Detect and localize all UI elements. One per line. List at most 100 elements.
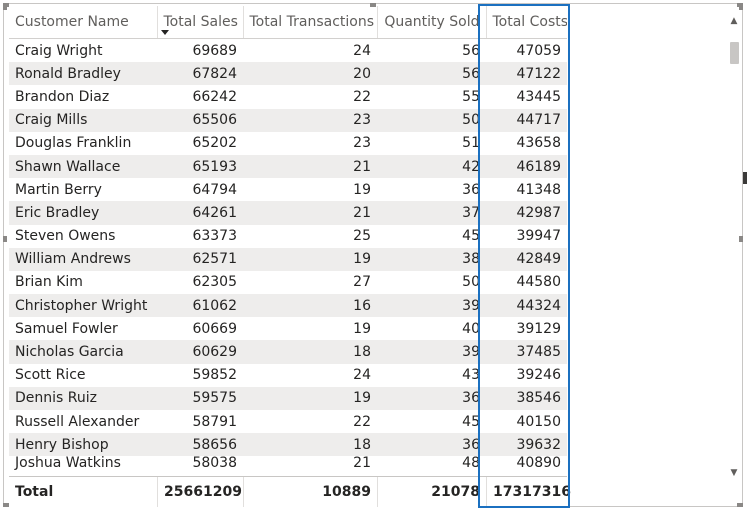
cell-customer-name: Martin Berry (15, 181, 102, 198)
cell-total-sales: 62305 (192, 274, 237, 291)
header-customer-name[interactable]: Customer Name (9, 6, 157, 39)
cell-total-sales: 62571 (157, 247, 243, 271)
cell-customer-name: Shawn Wallace (9, 154, 157, 179)
cell-quantity-sold: 56 (377, 62, 486, 86)
table-row[interactable]: Henry Bishop 58656 18 36 39632 (9, 433, 567, 457)
cell-total-sales: 59575 (157, 386, 243, 410)
cell-total-costs: 43445 (516, 88, 561, 105)
cell-total-costs: 43658 (516, 135, 561, 152)
resize-handle-bottom-left[interactable] (3, 503, 9, 507)
cell-customer-name: Scott Rice (15, 367, 86, 384)
table-row[interactable]: Russell Alexander 58791 22 45 40150 (9, 410, 567, 433)
totals-row: Total 25661209 10889 21078 17317316 (9, 476, 571, 507)
header-total-costs[interactable]: Total Costs (485, 6, 567, 39)
cell-total-costs: 41348 (516, 181, 561, 198)
resize-handle-middle-left[interactable] (3, 236, 7, 242)
table-row[interactable]: Eric Bradley 64261 21 37 42987 (9, 201, 567, 225)
resize-handle-bottom-right[interactable] (737, 503, 743, 507)
resize-handle-top-center[interactable] (370, 3, 376, 7)
header-row: Customer Name Total Sales Total Transact… (9, 6, 567, 39)
cell-customer-name: Ronald Bradley (9, 62, 157, 86)
table-row[interactable]: Dennis Ruiz 59575 19 36 38546 (9, 386, 567, 410)
scrollbar-thumb[interactable] (730, 42, 739, 64)
cell-total-sales: 65193 (157, 154, 243, 179)
cell-customer-name: Craig Mills (9, 108, 157, 132)
table-row[interactable]: Steven Owens 63373 25 45 39947 (9, 225, 567, 248)
cell-customer-name: Nicholas Garcia (9, 340, 157, 364)
resize-handle-middle-right[interactable] (739, 236, 743, 242)
cell-total-transactions: 19 (243, 247, 377, 271)
cell-quantity-sold: 39 (377, 294, 486, 318)
focus-mode-grip[interactable] (743, 172, 747, 184)
cell-total-costs: 40150 (516, 413, 561, 430)
cell-quantity-sold: 45 (462, 413, 480, 430)
cell-total-costs: 42987 (486, 201, 567, 225)
cell-total-transactions: 21 (353, 456, 371, 472)
cell-total-transactions: 21 (243, 154, 377, 179)
cell-quantity-sold: 39 (377, 340, 486, 364)
header-total-transactions[interactable]: Total Transactions (242, 6, 377, 39)
cell-total-sales: 66242 (192, 88, 237, 105)
cell-total-costs: 44717 (486, 108, 567, 132)
chevron-up-icon[interactable]: ▲ (730, 16, 738, 26)
cell-total-transactions: 27 (353, 274, 371, 291)
cell-customer-name: William Andrews (9, 247, 157, 271)
table-row[interactable]: William Andrews 62571 19 38 42849 (9, 247, 567, 271)
cell-total-transactions: 22 (353, 88, 371, 105)
total-sales-value: 25661209 (157, 477, 243, 507)
cell-total-sales: 67824 (157, 62, 243, 86)
cell-total-transactions: 19 (353, 181, 371, 198)
header-quantity-sold[interactable]: Quantity Sold (376, 6, 486, 39)
cell-total-costs: 44324 (486, 294, 567, 318)
table-row[interactable]: Craig Mills 65506 23 50 44717 (9, 108, 567, 132)
cell-total-sales: 58038 (192, 456, 237, 472)
cell-total-transactions: 23 (353, 135, 371, 152)
cell-customer-name: Brian Kim (15, 274, 83, 291)
header-total-sales[interactable]: Total Sales (156, 6, 243, 39)
cell-total-costs: 39632 (486, 433, 567, 457)
table-row[interactable]: Scott Rice 59852 24 43 39246 (9, 364, 567, 387)
cell-total-costs: 42849 (486, 247, 567, 271)
cell-quantity-sold: 50 (462, 274, 480, 291)
chevron-down-icon[interactable]: ▼ (730, 468, 738, 478)
vertical-scrollbar[interactable]: ▲ ▼ (727, 9, 741, 487)
table-row[interactable]: Nicholas Garcia 60629 18 39 37485 (9, 340, 567, 364)
cell-customer-name: Craig Wright (15, 42, 103, 59)
cell-quantity-sold: 36 (377, 433, 486, 457)
total-quantity-value: 21078 (377, 477, 486, 507)
cell-quantity-sold: 48 (462, 456, 480, 472)
cell-total-sales: 65506 (157, 108, 243, 132)
cell-quantity-sold: 56 (462, 42, 480, 59)
cell-total-costs: 39246 (516, 367, 561, 384)
table-row[interactable]: Shawn Wallace 65193 21 42 46189 (9, 154, 567, 179)
cell-total-sales: 64261 (157, 201, 243, 225)
cell-total-transactions: 20 (243, 62, 377, 86)
cell-customer-name: Henry Bishop (9, 433, 157, 457)
cell-total-costs: 47122 (486, 62, 567, 86)
table-row[interactable]: Samuel Fowler 60669 19 40 39129 (9, 317, 567, 340)
total-transactions-value: 10889 (243, 477, 377, 507)
table-row[interactable]: Douglas Franklin 65202 23 51 43658 (9, 132, 567, 155)
cell-customer-name: Douglas Franklin (15, 135, 132, 152)
cell-total-costs: 47059 (516, 42, 561, 59)
cell-quantity-sold: 55 (462, 88, 480, 105)
table-row[interactable]: Brian Kim 62305 27 50 44580 (9, 271, 567, 294)
table-row[interactable]: Brandon Diaz 66242 22 55 43445 (9, 85, 567, 108)
cell-quantity-sold: 50 (377, 108, 486, 132)
resize-handle-top-left-v[interactable] (3, 3, 7, 10)
table-visual: Customer Name Total Sales Total Transact… (9, 6, 567, 506)
cell-customer-name: Russell Alexander (15, 413, 140, 430)
cell-customer-name: Joshua Watkins (15, 456, 121, 472)
table-row[interactable]: Ronald Bradley 67824 20 56 47122 (9, 62, 567, 86)
cell-total-transactions: 18 (243, 433, 377, 457)
cell-total-transactions: 21 (243, 201, 377, 225)
table-row[interactable]: Joshua Watkins 58038 21 48 40890 (9, 456, 567, 473)
cell-total-costs: 39947 (516, 228, 561, 245)
table-row[interactable]: Craig Wright 69689 24 56 47059 (9, 39, 567, 63)
table-body: Craig Wright 69689 24 56 47059 Ronald Bradley… (9, 39, 567, 474)
cell-total-sales: 64794 (192, 181, 237, 198)
resize-handle-top-right-v[interactable] (739, 3, 743, 10)
cell-quantity-sold: 40 (462, 320, 480, 337)
table-row[interactable]: Martin Berry 64794 19 36 41348 (9, 178, 567, 201)
table-row[interactable]: Christopher Wright 61062 16 39 44324 (9, 294, 567, 318)
